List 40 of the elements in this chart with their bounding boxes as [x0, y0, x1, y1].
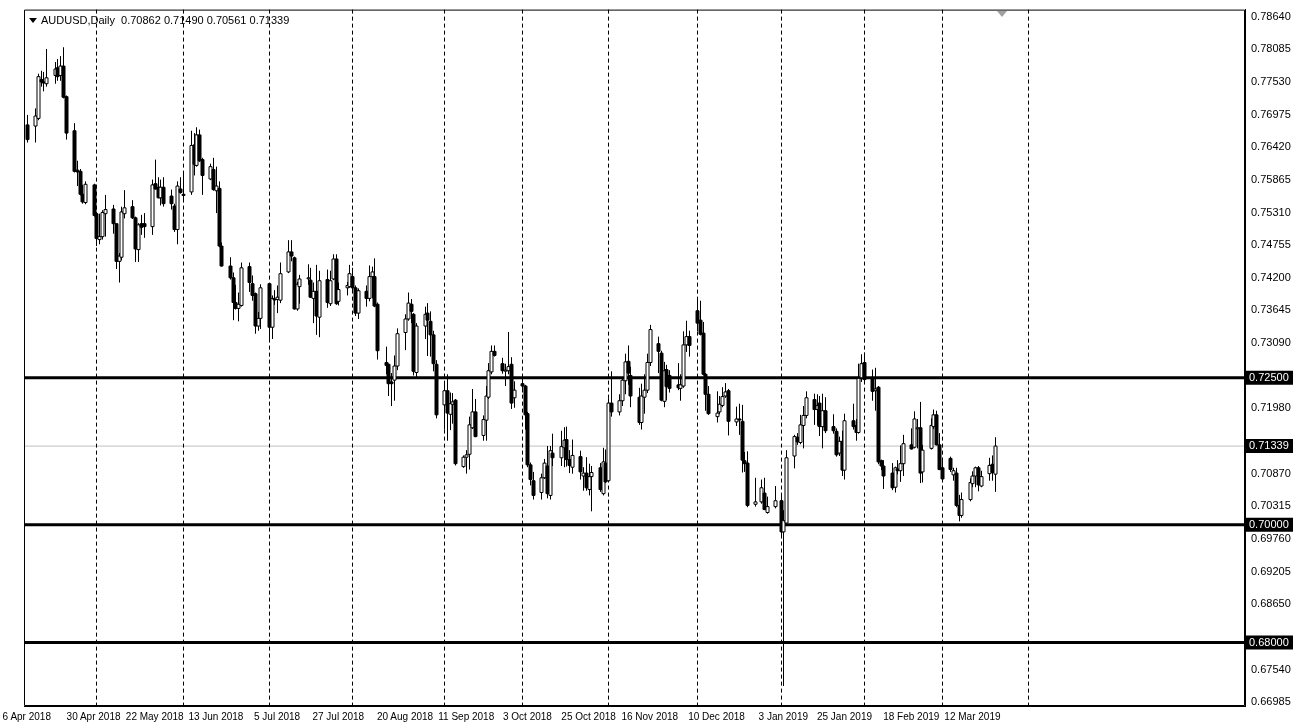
- ref-line-label: 0.68000: [1249, 635, 1289, 648]
- y-tick-label: 0.78085: [1251, 42, 1291, 55]
- y-tick-label: 0.71980: [1251, 401, 1291, 414]
- x-tick-label: 30 Apr 2018: [66, 710, 121, 722]
- x-tick-label: 18 Feb 2019: [883, 710, 940, 722]
- y-tick-label: 0.75310: [1251, 205, 1291, 218]
- y-tick-label: 0.76975: [1251, 107, 1291, 120]
- y-tick-label: 0.78640: [1251, 9, 1291, 22]
- y-tick-label: 0.74755: [1251, 238, 1291, 251]
- x-tick-label: 3 Jan 2019: [758, 710, 809, 722]
- y-tick-label: 0.69760: [1251, 531, 1291, 544]
- x-tick-label: 13 Jun 2018: [188, 710, 244, 722]
- ref-line-label: 0.72500: [1249, 370, 1289, 383]
- y-tick-label: 0.68650: [1251, 597, 1291, 610]
- y-tick-label: 0.70870: [1251, 466, 1291, 479]
- y-tick-label: 0.73645: [1251, 303, 1291, 316]
- x-tick-label: 16 Nov 2018: [621, 710, 679, 722]
- x-tick-label: 22 May 2018: [125, 710, 185, 722]
- x-tick-label: 25 Oct 2018: [561, 710, 617, 722]
- x-tick-label: 11 Sep 2018: [438, 710, 495, 722]
- y-tick-label: 0.77530: [1251, 74, 1291, 87]
- ref-line-label: 0.70000: [1249, 517, 1289, 530]
- y-tick-label: 0.66985: [1251, 695, 1291, 708]
- y-tick-label: 0.67540: [1251, 662, 1291, 675]
- y-tick-label: 0.69205: [1251, 564, 1291, 577]
- y-tick-label: 0.70315: [1251, 499, 1291, 512]
- chart-title: AUDUSD,Daily 0.70862 0.71490 0.70561 0.71339: [41, 13, 290, 26]
- y-tick-label: 0.76420: [1251, 140, 1291, 153]
- x-tick-label: 5 Jul 2018: [254, 710, 301, 722]
- x-tick-label: 10 Dec 2018: [688, 710, 746, 722]
- y-tick-label: 0.73090: [1251, 336, 1291, 349]
- x-tick-label: 20 Aug 2018: [376, 710, 434, 722]
- x-tick-label: 3 Oct 2018: [502, 710, 553, 722]
- x-tick-label: 25 Jan 2019: [816, 710, 873, 722]
- x-tick-label: 12 Mar 2019: [944, 710, 1001, 722]
- x-tick-label: 6 Apr 2018: [2, 710, 52, 722]
- ref-line-label: 0.71339: [1249, 439, 1289, 452]
- y-tick-label: 0.74200: [1251, 270, 1291, 283]
- x-tick-label: 27 Jul 2018: [312, 710, 365, 722]
- y-tick-label: 0.75865: [1251, 172, 1291, 185]
